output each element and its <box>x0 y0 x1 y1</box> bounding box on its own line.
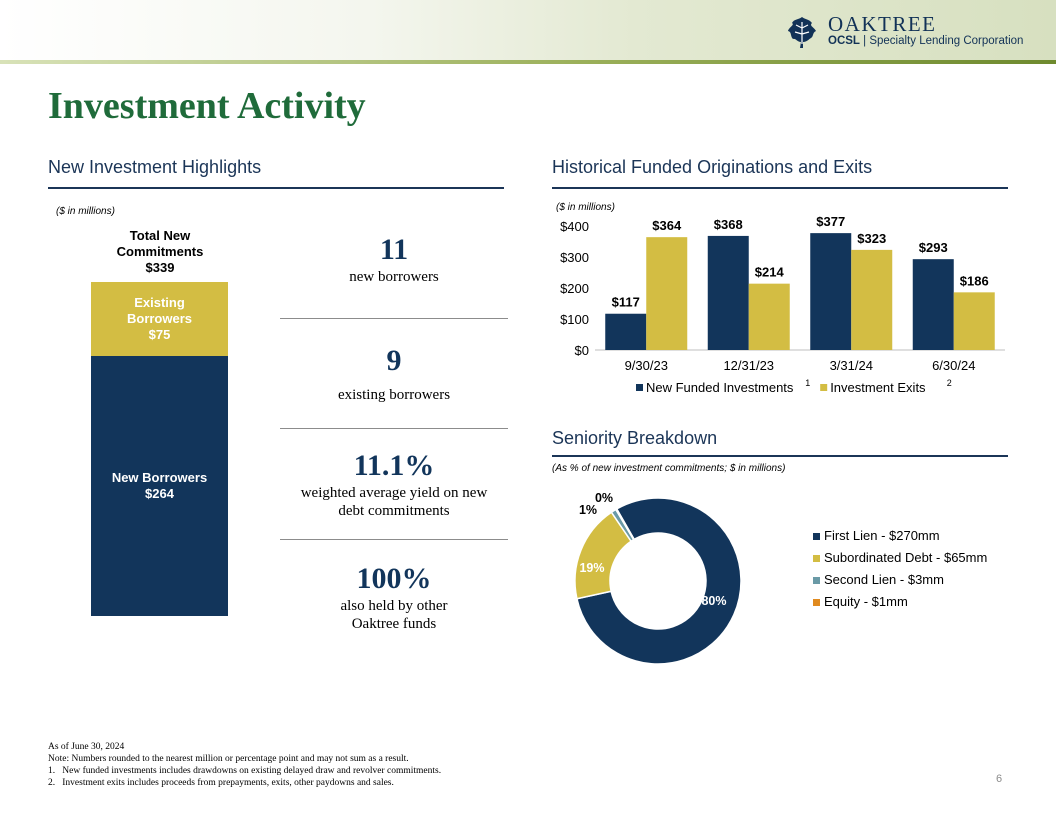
slice-data-label: 0% <box>595 491 613 505</box>
header-banner <box>0 0 1056 64</box>
footnote-line: Note: Numbers rounded to the nearest mil… <box>48 754 409 764</box>
header-accent-line <box>0 60 1056 64</box>
footnote-line: 2. Investment exits includes proceeds fr… <box>48 778 394 788</box>
oaktree-logo: OAKTREE OCSL | Specialty Lending Corpora… <box>784 12 1023 52</box>
stat-value: 11 <box>379 233 409 266</box>
stat-divider <box>280 318 508 319</box>
stat-divider <box>280 539 508 540</box>
legend-swatch <box>813 533 820 540</box>
y-tick-label: $300 <box>560 250 589 265</box>
bar-data-label: $364 <box>652 218 682 233</box>
total-label-text: Total New Commitments <box>116 228 204 259</box>
legend-label: Subordinated Debt - $65mm <box>824 550 987 565</box>
stat-weighted-yield: 11.1% weighted average yield on new debt… <box>280 448 508 520</box>
stat-value: 11.1% <box>353 449 435 482</box>
brand-subtitle: OCSL | Specialty Lending Corporation <box>828 35 1024 47</box>
stat-held-by-oaktree: 100% also held by other Oaktree funds <box>280 561 508 633</box>
footnote-line: 1. New funded investments includes drawd… <box>48 766 442 776</box>
bar <box>851 249 893 350</box>
brand-ticker: OCSL <box>828 35 860 47</box>
bar <box>605 313 647 350</box>
page-number: 6 <box>996 773 1003 785</box>
bar-data-label: $186 <box>960 273 989 288</box>
segment-value: $264 <box>145 486 174 501</box>
y-tick-label: $400 <box>560 219 589 234</box>
section-rule <box>552 455 1008 457</box>
y-tick-label: $0 <box>575 343 589 358</box>
page-title: Investment Activity <box>48 85 366 127</box>
segment-value: $75 <box>148 327 171 342</box>
bar <box>953 292 995 350</box>
legend-footnote: 2 <box>947 378 952 388</box>
segment-label: New Borrowers <box>111 470 208 485</box>
stat-label: weighted average yield on new debt commi… <box>300 485 488 519</box>
stat-value: 100% <box>356 562 432 595</box>
x-tick-label: 12/31/23 <box>723 358 774 373</box>
stat-label: existing borrowers <box>337 387 451 403</box>
units-note: (As % of new investment commitments; $ i… <box>552 463 786 474</box>
bar <box>912 259 954 350</box>
legend-swatch <box>813 555 820 562</box>
stat-divider <box>280 428 508 429</box>
x-tick-label: 6/30/24 <box>932 358 975 373</box>
slice-data-label: 80% <box>701 594 726 608</box>
legend-label: Equity - $1mm <box>824 594 908 609</box>
segment-existing-borrowers: Existing Borrowers $75 <box>91 282 228 356</box>
stat-new-borrowers: 11 new borrowers <box>280 232 508 286</box>
legend-footnote: 1 <box>805 378 810 388</box>
units-note: ($ in millions) <box>56 206 115 217</box>
legend-swatch <box>636 384 643 391</box>
stat-value: 9 <box>386 344 402 377</box>
oak-leaf-icon <box>788 17 816 48</box>
brand-subtitle-text: Specialty Lending Corporation <box>869 35 1024 47</box>
section-heading-highlights: New Investment Highlights <box>48 157 262 177</box>
stat-label: new borrowers <box>349 269 439 285</box>
x-tick-label: 9/30/23 <box>625 358 668 373</box>
bar <box>707 235 749 350</box>
bar-data-label: $214 <box>755 265 785 280</box>
segment-label: Existing Borrowers <box>126 295 193 326</box>
donut-slice <box>576 497 742 665</box>
slice-data-label: 19% <box>579 561 604 575</box>
segment-new-borrowers: New Borrowers $264 <box>91 356 228 616</box>
legend-swatch <box>820 384 828 391</box>
footnote-line: As of June 30, 2024 <box>48 742 125 752</box>
total-value-text: $339 <box>145 260 175 275</box>
bar <box>810 233 852 350</box>
x-tick-label: 3/31/24 <box>830 358 873 373</box>
bar-data-label: $323 <box>857 231 886 246</box>
y-tick-label: $100 <box>560 312 589 327</box>
legend-swatch <box>813 599 820 606</box>
section-rule <box>552 187 1008 189</box>
bar-data-label: $377 <box>816 214 845 229</box>
seniority-donut-chart: 80% 19% 1%0% First Lien - $270mm Subordinate… <box>574 491 987 665</box>
bar <box>646 237 688 350</box>
originations-bar-chart: $0 $100 $200 $300 $400 $117 $364 9/30/23 $368 $21… <box>560 214 1005 395</box>
y-tick-label: $200 <box>560 281 589 296</box>
segment-label-group: New Borrowers $264 <box>112 470 207 502</box>
brand-name: OAKTREE <box>828 12 937 36</box>
legend-label: Investment Exits <box>830 380 926 395</box>
legend-label: First Lien - $270mm <box>824 528 940 543</box>
section-rule <box>48 187 504 189</box>
bar-data-label: $368 <box>714 217 743 232</box>
units-note: ($ in millions) <box>556 202 615 213</box>
section-heading-seniority: Seniority Breakdown <box>552 428 718 448</box>
bar-data-label: $293 <box>919 240 948 255</box>
legend-label: Second Lien - $3mm <box>824 572 944 587</box>
legend-swatch <box>813 577 820 584</box>
section-heading-originations: Historical Funded Originations and Exits <box>552 157 873 177</box>
stat-label: also held by other Oaktree funds <box>340 598 448 632</box>
donut-slice <box>614 507 636 541</box>
total-commitments-label: Total New Commitments $339 <box>90 228 230 276</box>
bar <box>748 283 790 350</box>
stat-existing-borrowers: 9 existing borrowers <box>280 343 508 404</box>
bar-data-label: $117 <box>612 295 640 310</box>
slice-data-label: 1% <box>579 503 597 517</box>
legend-label: New Funded Investments <box>646 380 794 395</box>
footnotes: As of June 30, 2024 Note: Numbers rounde… <box>48 741 441 789</box>
